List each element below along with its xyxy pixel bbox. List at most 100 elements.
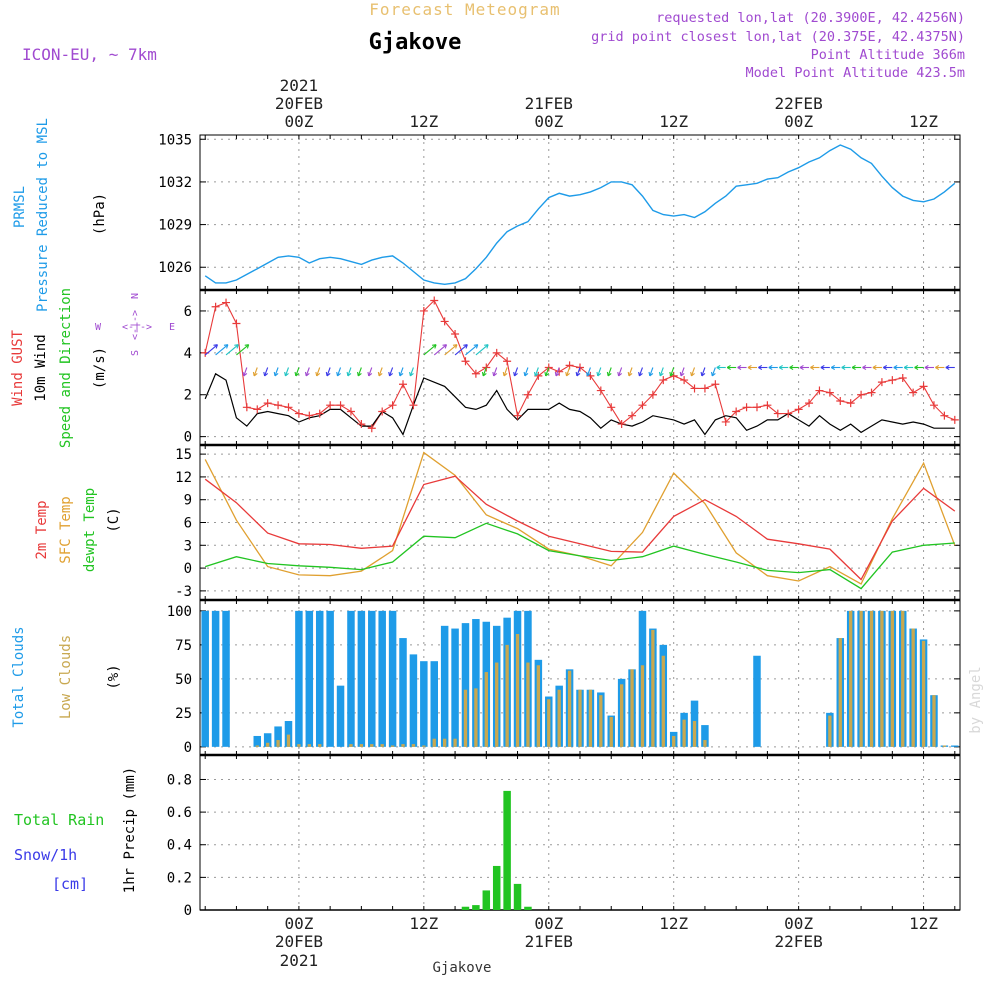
wind-direction-arrow (389, 367, 394, 377)
y-tick-label: 4 (184, 346, 192, 362)
total-cloud-bar (201, 610, 209, 747)
wind-direction-arrow (368, 367, 373, 377)
wind-arrow-head (841, 364, 846, 371)
gust-marker (253, 405, 262, 414)
wind-arrow-head (325, 371, 331, 377)
wind-direction-arrow (628, 367, 633, 377)
low-cloud-bar (297, 744, 301, 747)
compass-s: S (130, 350, 141, 356)
low-cloud-bar (599, 695, 603, 747)
total-cloud-bar (399, 638, 407, 747)
rain-bar (503, 790, 511, 910)
y-tick-label: 6 (184, 304, 192, 320)
wind-arrow-head (596, 371, 602, 377)
wind-arrow-head (388, 371, 393, 377)
wind-direction-arrow (513, 367, 519, 377)
gust-marker (909, 388, 918, 397)
gust-marker (888, 376, 897, 385)
wind-arrow-head (554, 371, 560, 377)
wind-label-1: Wind GUST (10, 330, 26, 406)
y-tick-label: 100 (167, 604, 192, 620)
wind-arrow-head (799, 364, 804, 371)
wind-arrow-head (935, 364, 940, 371)
wind-arrow-head (234, 344, 239, 349)
y-tick-label: 0.6 (167, 805, 192, 821)
compass-e: E (169, 322, 175, 333)
gust-marker (742, 403, 751, 412)
gust-marker (659, 376, 668, 385)
y-tick-label: 1026 (158, 260, 192, 276)
low-cloud-bar (495, 662, 499, 747)
wind-arrow-head (883, 364, 888, 371)
clouds-unit: (%) (106, 664, 122, 689)
total-cloud-bar (347, 610, 355, 747)
wind-arrow-head (523, 371, 529, 377)
wind-arrow-head (304, 371, 310, 377)
y-tick-label: 1035 (158, 132, 192, 148)
watermark: by Angel (968, 666, 984, 733)
rain-bar (482, 890, 491, 910)
gust-marker (784, 409, 793, 418)
y-tick-label: 1032 (158, 175, 192, 191)
gust-marker (929, 401, 938, 410)
wind-direction-arrow (503, 367, 508, 377)
total-cloud-bar (274, 726, 282, 747)
wind-direction-arrow (545, 367, 550, 377)
wind-arrow-head (533, 371, 539, 377)
top-hour-label: 12Z (409, 112, 438, 131)
wind-arrow-head (617, 371, 623, 377)
gust-marker (222, 298, 231, 307)
low-cloud-bar (526, 662, 530, 747)
wind-direction-arrow (607, 367, 612, 377)
wind-arrow-head (658, 371, 664, 377)
gust-marker (950, 415, 959, 424)
gust-marker (617, 420, 626, 429)
gust-marker (815, 386, 824, 395)
wind-direction-arrow (690, 367, 696, 377)
bottom-date-label: 21FEB (525, 932, 573, 951)
low-cloud-bar (380, 744, 384, 747)
gust-marker (211, 302, 220, 311)
wind-arrow-head (586, 371, 591, 377)
low-cloud-bar (453, 738, 457, 747)
gust-marker (315, 409, 324, 418)
total-cloud-bar (315, 610, 324, 747)
wind-arrow-head (463, 344, 468, 349)
wind-arrow-head (481, 371, 487, 377)
total-cloud-bar (451, 628, 459, 747)
wind-arrow-head (502, 371, 508, 377)
total-cloud-bar (368, 610, 376, 747)
top-year-label: 2021 (280, 76, 319, 95)
rain-bar (524, 906, 532, 910)
bottom-hour-label: 12Z (409, 914, 438, 933)
chart-title: Forecast Meteogram (369, 0, 560, 19)
wind-arrow-head (820, 364, 825, 371)
gust-marker (898, 373, 907, 382)
wind-direction-arrow (409, 367, 414, 377)
wind-arrow-head (223, 344, 229, 349)
y-tick-label: 0 (184, 430, 192, 446)
wind-direction-arrow (243, 367, 248, 377)
gust-marker (846, 399, 855, 408)
precip-label-3: [cm] (52, 875, 88, 893)
temp-label-1: 2m Temp (34, 500, 50, 559)
total-cloud-bar (388, 610, 397, 747)
low-cloud-bar (411, 744, 416, 747)
wind-arrow-head (575, 371, 581, 377)
bottom-year-label: 2021 (280, 951, 319, 970)
y-tick-label: 0 (184, 740, 192, 756)
low-cloud-bar (640, 665, 645, 747)
wind-arrow-head (356, 371, 362, 377)
gust-marker (857, 390, 866, 399)
wind-arrow-head (513, 371, 518, 377)
wind-arrow-head (737, 364, 742, 371)
top-date-label: 20FEB (275, 94, 323, 113)
t2m-line (204, 475, 956, 581)
y-tick-label: 50 (175, 672, 192, 688)
wind-direction-arrow (534, 367, 539, 377)
wind-arrow-head (242, 371, 248, 377)
gust-marker (513, 411, 522, 420)
wind-arrow-head (606, 371, 612, 377)
precip-label-1: Total Rain (14, 811, 104, 829)
y-tick-label: -3 (175, 584, 192, 600)
